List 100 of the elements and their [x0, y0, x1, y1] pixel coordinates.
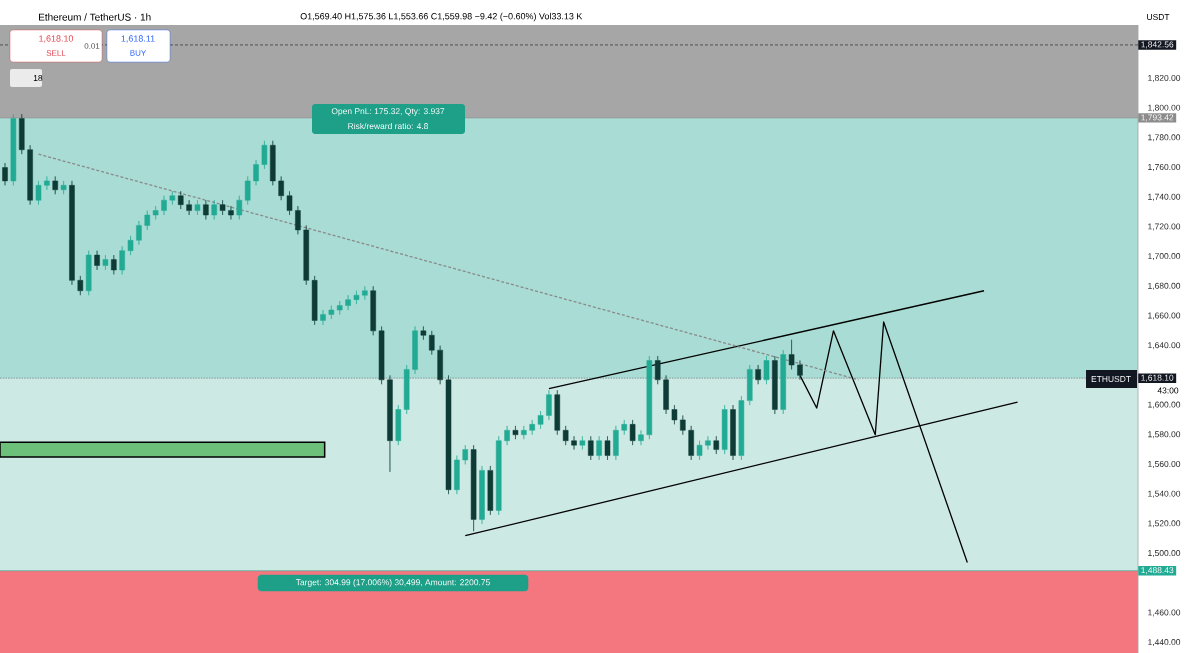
- candlestick: [721, 404, 728, 455]
- candlestick: [495, 435, 502, 516]
- candlestick: [328, 305, 335, 320]
- candlestick: [94, 250, 100, 271]
- candlestick: [537, 410, 544, 430]
- candlestick: [688, 425, 694, 461]
- candlestick: [362, 286, 368, 300]
- candlestick: [705, 435, 711, 450]
- candlestick: [462, 444, 469, 465]
- candlestick: [646, 355, 653, 440]
- y-tick-label: 1,660.00: [1148, 312, 1181, 320]
- candlestick: [60, 180, 67, 195]
- candlestick: [738, 395, 745, 461]
- y-tick-label: 1,720.00: [1148, 223, 1181, 231]
- annotation: Target: 304.99 (17.006%) 30,499, Amount: 2200.75: [295, 579, 490, 587]
- candlestick: [85, 250, 92, 296]
- candlestick: [270, 140, 276, 186]
- annotation: Risk/reward ratio: 4.8: [348, 122, 429, 130]
- candlestick: [286, 191, 293, 216]
- candlestick: [336, 300, 343, 315]
- candlestick: [546, 389, 552, 421]
- candlestick: [772, 355, 778, 415]
- candlestick: [746, 364, 753, 406]
- ref-line-label: 1,842.56: [1141, 41, 1174, 49]
- candlestick: [571, 435, 577, 450]
- candlestick: [10, 113, 17, 186]
- candlestick: [579, 435, 586, 450]
- candlestick: [236, 195, 243, 220]
- candlestick: [169, 191, 176, 205]
- text: O1,569.40 H1,575.36 L1,553.66 C1,559.98 −9.42 (−0.60%) Vol33.13 K: [300, 12, 583, 22]
- y-tick-label: 1,540.00: [1148, 490, 1181, 498]
- candlestick: [69, 180, 75, 286]
- candlestick: [596, 435, 602, 461]
- candlestick: [780, 349, 786, 415]
- ref-line-label: 1,793.42: [1141, 114, 1174, 122]
- annotation: 1,618.10: [39, 35, 74, 43]
- y-tick-label: 1,460.00: [1148, 609, 1181, 617]
- candlestick: [420, 326, 427, 340]
- candlestick: [604, 435, 611, 461]
- candlestick: [144, 210, 151, 231]
- candlestick: [755, 364, 761, 385]
- candlestick: [638, 430, 644, 446]
- y-tick-label: 1,820.00: [1148, 74, 1181, 82]
- candlestick: [445, 375, 452, 495]
- candlestick: [654, 355, 661, 385]
- candlestick: [504, 425, 510, 446]
- candlestick: [521, 425, 527, 440]
- candlestick: [680, 415, 686, 435]
- candlestick: [303, 225, 310, 286]
- candlestick: [378, 326, 385, 385]
- y-tick-label: 1,760.00: [1148, 164, 1181, 172]
- candlestick: [562, 425, 569, 446]
- candlestick: [696, 440, 703, 461]
- candlestick: [211, 199, 217, 220]
- candlestick: [102, 254, 109, 271]
- candlestick: [320, 309, 326, 326]
- ref-line-label: 1,488.43: [1141, 567, 1174, 575]
- ref-line-label: 1,618.10: [1141, 374, 1174, 382]
- annotation: ETHUSDT: [1091, 376, 1131, 382]
- candlestick: [412, 326, 418, 375]
- candlestick: [763, 355, 770, 385]
- y-tick-label: 1,440.00: [1148, 639, 1181, 647]
- candlestick: [797, 360, 803, 381]
- candlestick: [370, 286, 376, 336]
- candlestick: [136, 220, 142, 245]
- candlestick: [311, 275, 318, 326]
- candlestick: [244, 176, 251, 205]
- candlestick: [621, 419, 627, 435]
- candlestick: [671, 404, 678, 425]
- annotation: Open PnL: 175.32, Qty: 3.937: [331, 108, 445, 116]
- candlestick: [470, 444, 477, 532]
- candlestick: [77, 275, 84, 296]
- candlestick: [177, 191, 184, 210]
- candlestick: [487, 465, 494, 516]
- candlestick: [345, 294, 351, 311]
- candlestick: [278, 176, 284, 201]
- candlestick: [529, 419, 535, 435]
- y-tick-label: 1,520.00: [1148, 520, 1181, 528]
- y-tick-label: 1,740.00: [1148, 193, 1181, 201]
- candlestick: [228, 205, 234, 220]
- candlestick: [512, 425, 519, 440]
- text: USDT: [1147, 14, 1170, 20]
- candlestick: [253, 159, 259, 186]
- candlestick: [161, 195, 167, 216]
- candlestick: [44, 176, 50, 191]
- candlestick: [730, 404, 736, 461]
- candlestick: [395, 404, 402, 446]
- candlestick: [429, 330, 435, 355]
- y-tick-label: 1,640.00: [1148, 342, 1181, 350]
- text: 43:00: [1157, 387, 1179, 394]
- candlestick: [454, 455, 460, 495]
- annotation: 1,618.11: [121, 35, 155, 43]
- y-tick-label: 1,800.00: [1148, 104, 1181, 112]
- candlestick: [437, 345, 443, 385]
- y-tick-label: 1,700.00: [1148, 253, 1181, 261]
- candlestick: [479, 465, 485, 525]
- candlestick: [194, 199, 201, 216]
- candlestick: [111, 254, 117, 275]
- candlestick: [127, 235, 134, 256]
- candlestick: [52, 176, 58, 195]
